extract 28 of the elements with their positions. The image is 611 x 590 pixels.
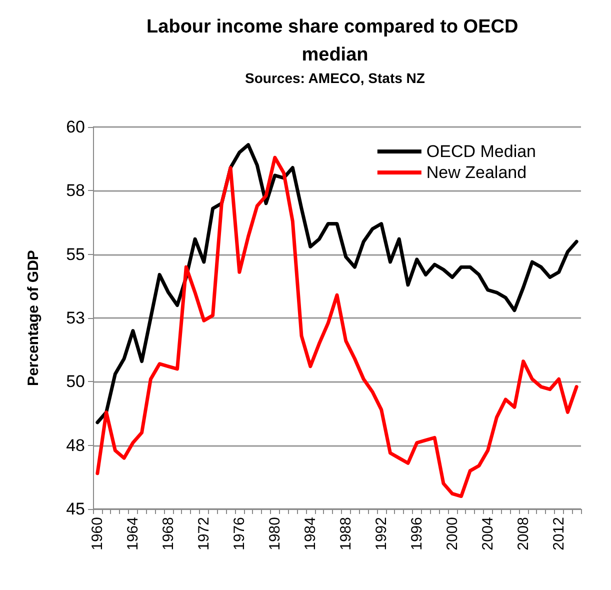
y-axis-title: Percentage of GDP: [25, 250, 42, 386]
line-series: [96, 156, 578, 498]
y-tick-label: 58: [66, 181, 85, 200]
x-tick-label: 2008: [514, 517, 532, 550]
x-tick-label: 1964: [124, 517, 142, 550]
x-tick-label: 1976: [230, 517, 248, 550]
x-tick-label: 2000: [444, 517, 461, 550]
x-tick-label: 1960: [88, 517, 106, 550]
line-series: [96, 143, 578, 424]
x-tick-label: 1988: [337, 517, 354, 550]
y-tick-label: 55: [66, 244, 85, 264]
x-tick-label: 1992: [372, 517, 390, 550]
x-tick-label: 1968: [160, 517, 177, 550]
chart-title: Labour income share compared to OECD median: [146, 16, 524, 66]
y-tick-label: 45: [66, 500, 85, 518]
x-tick-label: 2004: [479, 517, 496, 550]
x-tick-label: 1972: [195, 517, 212, 550]
y-tick-label: 50: [66, 372, 85, 392]
legend-label: OECD Median: [426, 142, 536, 161]
y-tick-label: 60: [66, 118, 85, 136]
y-tick-label: 48: [66, 436, 85, 455]
y-tick-label: 53: [66, 308, 85, 328]
legend-label: New Zealand: [426, 163, 527, 182]
chart-subtitle: Sources: AMECO, Stats NZ: [245, 70, 426, 86]
x-tick-label: 1984: [302, 517, 319, 550]
x-tick-label: 2012: [550, 517, 568, 550]
x-tick-label: 1996: [408, 517, 426, 550]
x-tick-label: 1980: [266, 517, 284, 550]
